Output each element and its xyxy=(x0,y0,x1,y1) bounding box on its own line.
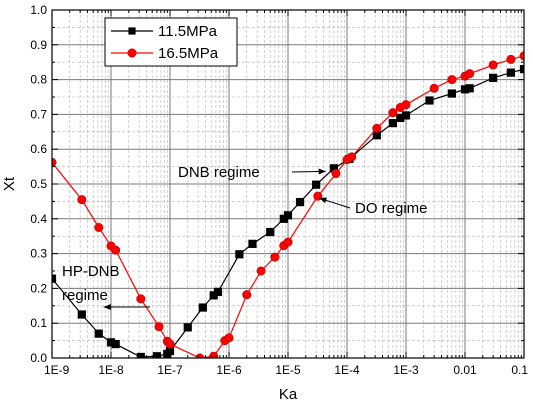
y-tick-label: 0.1 xyxy=(30,316,47,330)
data-point-circle xyxy=(242,290,252,300)
x-tick-label: 1E-7 xyxy=(157,363,183,377)
annotation-hp-dnb-line: regime xyxy=(62,287,108,304)
annotation-hp-dnb-regime: HP-DNB regime xyxy=(62,263,120,304)
x-tick-labels: 1E-9 1E-8 1E-7 1E-6 1E-5 1E-4 1E-3 0.01 0.1 xyxy=(44,363,528,377)
data-point-circle xyxy=(347,152,357,162)
data-point-square xyxy=(519,65,524,74)
x-tick-label: 1E-5 xyxy=(275,363,301,377)
x-axis-title: Ka xyxy=(279,386,298,403)
y-tick-label: 0.7 xyxy=(30,107,47,121)
annotation-do-regime: DO regime xyxy=(355,200,428,217)
x-tick-label: 1E-9 xyxy=(44,363,70,377)
data-point-circle xyxy=(447,75,457,85)
y-tick-label: 1.0 xyxy=(30,3,47,17)
legend: 11.5MPa 16.5MPa xyxy=(104,17,238,67)
data-point-square xyxy=(136,352,145,358)
annotation-dnb-regime: DNB regime xyxy=(178,164,260,181)
series-layer xyxy=(52,51,524,358)
data-point-square xyxy=(77,310,86,319)
data-point-circle xyxy=(165,339,175,349)
data-point-circle xyxy=(465,69,475,79)
y-tick-label: 0.0 xyxy=(30,351,47,365)
data-point-circle xyxy=(94,223,104,233)
data-point-circle xyxy=(136,294,146,304)
y-tick-label: 0.5 xyxy=(30,177,47,191)
data-point-square xyxy=(506,68,516,77)
x-tick-label: 0.1 xyxy=(511,363,528,377)
data-point-circle xyxy=(372,123,382,133)
annotations: DNB regime DO regime HP-DNB regime xyxy=(62,164,428,310)
data-point-square xyxy=(183,323,192,332)
data-point-circle xyxy=(429,83,439,93)
data-point-square xyxy=(266,227,275,237)
legend-label: 16.5MPa xyxy=(158,45,219,62)
legend-box xyxy=(104,17,238,67)
data-point-circle xyxy=(52,157,57,167)
y-tick-label: 0.8 xyxy=(30,73,47,87)
y-tick-label: 0.2 xyxy=(30,281,47,295)
y-tick-label: 0.3 xyxy=(30,247,47,261)
legend-marker-square xyxy=(128,27,136,35)
x-tick-label: 1E-6 xyxy=(216,363,242,377)
annotation-do-arrow xyxy=(319,197,351,209)
data-point-circle xyxy=(331,169,341,179)
annotation-hp-dnb-arrow xyxy=(103,304,150,310)
annotation-arrow-head xyxy=(318,168,326,175)
data-point-square xyxy=(447,89,457,98)
data-point-circle xyxy=(154,322,164,332)
annotation-arrow-head xyxy=(319,197,327,204)
x-tick-label: 1E-8 xyxy=(98,363,124,377)
data-point-circle xyxy=(506,54,516,64)
data-point-square xyxy=(94,329,103,338)
data-point-square xyxy=(388,119,398,128)
data-point-square xyxy=(235,250,244,259)
x-tick-label: 0.01 xyxy=(453,363,477,377)
data-point-square xyxy=(465,84,474,93)
data-point-circle xyxy=(283,237,293,247)
annotation-arrow-head xyxy=(103,304,111,310)
ticks xyxy=(51,9,525,359)
data-point-circle xyxy=(488,60,498,70)
data-point-square xyxy=(312,180,321,189)
data-point-square xyxy=(489,73,498,82)
data-point-circle xyxy=(224,333,234,343)
annotation-hp-dnb-line: HP-DNB xyxy=(62,263,120,280)
data-point-square xyxy=(401,111,411,120)
data-point-circle xyxy=(388,108,398,118)
legend-label: 11.5MPa xyxy=(158,23,218,40)
data-point-square xyxy=(111,339,120,349)
y-tick-label: 0.9 xyxy=(30,38,47,52)
data-point-square xyxy=(283,211,293,220)
y-tick-label: 0.6 xyxy=(30,142,47,156)
data-point-square xyxy=(425,96,434,105)
data-point-square xyxy=(198,303,207,312)
y-tick-label: 0.4 xyxy=(30,212,47,226)
x-tick-label: 1E-3 xyxy=(393,363,419,377)
y-tick-labels: 0.0 0.1 0.2 0.3 0.4 0.5 0.6 0.7 0.8 0.9 1.0 xyxy=(30,3,47,365)
y-axis-title: Xt xyxy=(1,176,18,191)
data-point-circle xyxy=(270,252,280,262)
data-point-square xyxy=(248,239,257,248)
data-point-circle xyxy=(77,195,87,205)
x-tick-label: 1E-4 xyxy=(334,363,360,377)
data-point-circle xyxy=(256,266,266,276)
data-point-square xyxy=(295,197,305,207)
legend-marker-circle xyxy=(127,48,137,58)
data-point-circle xyxy=(401,100,411,110)
series-1 xyxy=(52,51,524,358)
grid xyxy=(51,10,524,358)
annotation-dnb-arrow xyxy=(291,168,326,175)
data-point-square xyxy=(213,287,223,296)
data-point-circle xyxy=(111,245,121,255)
